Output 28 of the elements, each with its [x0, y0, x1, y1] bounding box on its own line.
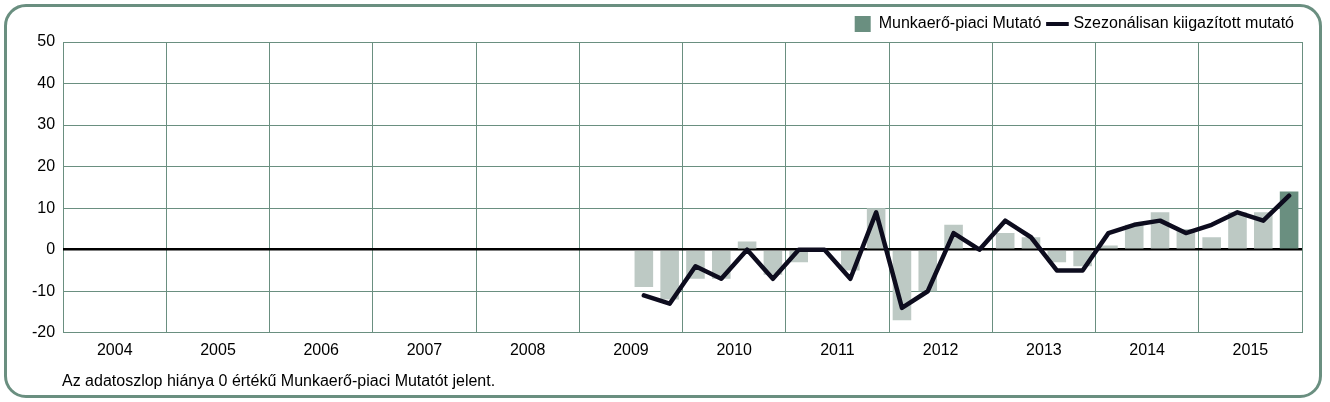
x-tick-label: 2014 [1129, 340, 1166, 358]
bar [995, 233, 1015, 249]
y-tick-label: 30 [37, 115, 56, 133]
bar [737, 241, 757, 249]
y-tick-label: 20 [37, 157, 56, 175]
legend-label: Munkaerő-piaci Mutató [878, 14, 1042, 32]
x-tick-label: 2007 [406, 340, 443, 358]
bar [1202, 237, 1221, 249]
legend-label: Szezonálisan kiigazított mutató [1073, 14, 1295, 32]
x-tick-label: 2012 [922, 340, 959, 358]
x-tick-label: 2013 [1026, 340, 1062, 358]
x-tick-label: 2005 [200, 340, 236, 358]
y-tick-label: -10 [32, 281, 56, 299]
y-tick-label: -20 [32, 323, 56, 341]
y-tick-label: 50 [37, 32, 56, 50]
x-tick-label: 2006 [303, 340, 340, 358]
bar [660, 250, 679, 300]
bar [634, 250, 654, 288]
y-tick-label: 40 [37, 73, 56, 91]
x-tick-label: 2009 [613, 340, 649, 358]
x-tick-label: 2011 [820, 340, 855, 358]
x-tick-label: 2008 [509, 340, 546, 358]
x-tick-label: 2004 [96, 340, 133, 358]
y-tick-label: 10 [37, 198, 56, 216]
y-tick-label: 0 [46, 240, 56, 258]
x-tick-label: 2015 [1232, 340, 1269, 358]
x-tick-label: 2010 [716, 340, 753, 358]
text: Az adatoszlop hiánya 0 értékű Munkaerő-piaci Mutatót jelent. [62, 372, 496, 390]
